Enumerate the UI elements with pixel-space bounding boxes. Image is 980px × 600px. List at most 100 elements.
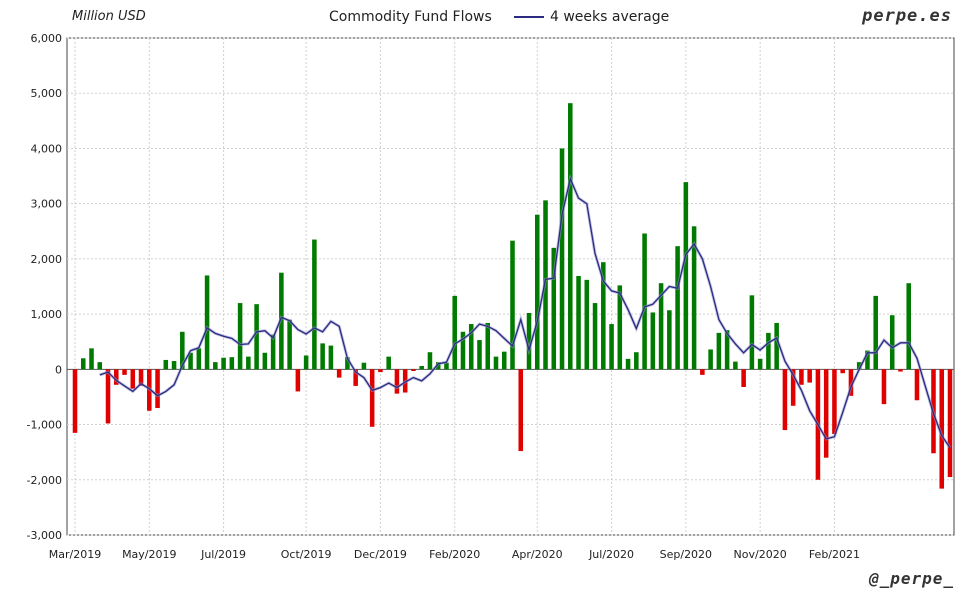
- fund-flow-bar: [650, 312, 656, 370]
- fund-flow-bar: [898, 369, 903, 372]
- y-tick-label: 0: [55, 363, 62, 376]
- fund-flow-bar: [213, 362, 218, 370]
- x-tick-label: Apr/2020: [512, 548, 563, 561]
- fund-flow-bar: [823, 369, 829, 458]
- fund-flow-bar: [114, 369, 119, 385]
- fund-flow-bar: [411, 369, 416, 371]
- y-tick-label: -1,000: [27, 419, 62, 432]
- y-tick-label: 6,000: [31, 32, 63, 45]
- legend: 4 weeks average: [514, 9, 669, 25]
- fund-flow-bar: [196, 348, 202, 370]
- fund-flow-bar: [749, 295, 755, 370]
- fund-flow-bar: [105, 369, 111, 424]
- fund-flow-bar: [386, 356, 391, 370]
- y-tick-label: 1,000: [31, 308, 63, 321]
- fund-flow-bar: [799, 369, 804, 385]
- fund-flow-bar: [204, 275, 210, 370]
- fund-flow-bar: [617, 285, 623, 370]
- average-line: [99, 176, 951, 449]
- fund-flow-bar: [287, 319, 292, 370]
- y-tick-label: 3,000: [31, 198, 63, 211]
- fund-flow-bar: [460, 331, 466, 370]
- fund-flow-bar: [485, 322, 491, 370]
- fund-flow-bar: [667, 310, 672, 370]
- fund-flow-bar: [708, 349, 713, 370]
- fund-flow-bar: [361, 362, 367, 370]
- y-tick-label: 4,000: [31, 142, 63, 155]
- fund-flow-bar: [171, 361, 177, 370]
- fund-flow-bar: [518, 369, 524, 452]
- fund-flow-bar: [848, 369, 854, 396]
- fund-flow-bar: [130, 369, 136, 389]
- brand-watermark: perpe.es: [862, 6, 952, 26]
- fund-flow-bar: [609, 324, 614, 370]
- fund-flow-bar: [345, 357, 350, 370]
- fund-flow-bar: [163, 359, 169, 370]
- x-tick-label: Mar/2019: [49, 548, 101, 561]
- fund-flow-bar: [782, 369, 788, 431]
- fund-flow-bar: [716, 332, 722, 370]
- fund-flow-bar: [270, 334, 276, 370]
- fund-flow-bar: [889, 315, 895, 370]
- fund-flow-bar: [320, 343, 325, 370]
- legend-label-average: 4 weeks average: [550, 9, 670, 25]
- social-handle: @_perpe_: [868, 569, 954, 588]
- y-axis-tick-labels: -3,000 -2,000 -1,000 0 1,000 2,000 3,000 4,000 5…: [27, 32, 62, 542]
- fund-flow-bar: [947, 369, 953, 478]
- fund-flow-bar: [741, 369, 746, 388]
- y-axis-unit-label: Million USD: [72, 9, 146, 24]
- fund-flow-bar: [188, 352, 193, 370]
- fund-flow-bar: [832, 369, 837, 434]
- fund-flow-bar: [262, 352, 268, 370]
- fund-flow-bar: [155, 369, 160, 408]
- fund-flow-bar: [790, 369, 796, 406]
- fund-flow-bar: [229, 357, 235, 370]
- x-tick-label: Oct/2019: [281, 548, 332, 561]
- fund-flow-bar: [328, 345, 334, 370]
- fund-flow-bar: [658, 283, 664, 370]
- fund-flow-bar: [551, 247, 557, 370]
- chart-title: Commodity Fund Flows: [329, 9, 492, 25]
- fund-flow-bar: [353, 369, 358, 386]
- fund-flow-bar: [559, 148, 565, 370]
- fund-flow-bar: [312, 239, 317, 370]
- fund-flow-bar: [724, 330, 730, 370]
- fund-flow-bar: [906, 283, 911, 370]
- y-tick-label: -3,000: [27, 529, 62, 542]
- x-tick-label: Sep/2020: [660, 548, 712, 561]
- fund-flow-bar: [221, 357, 226, 370]
- x-tick-label: Dec/2019: [354, 548, 407, 561]
- fund-flow-bar: [873, 295, 878, 370]
- fund-flow-bar: [592, 303, 598, 370]
- fund-flow-bar: [477, 340, 482, 370]
- fund-flow-bar: [452, 295, 457, 370]
- fund-flow-bar: [865, 350, 870, 370]
- fund-flow-bar: [444, 362, 449, 370]
- fund-flow-bar: [700, 369, 705, 375]
- fund-flow-bar: [254, 304, 259, 370]
- x-tick-label: Jul/2020: [588, 548, 634, 561]
- fund-flow-bar: [634, 352, 639, 370]
- fund-flow-bar: [336, 369, 342, 378]
- average-line-series: [99, 173, 952, 449]
- fund-flow-bar: [625, 358, 631, 370]
- fund-flow-bar: [856, 362, 862, 370]
- x-tick-label: May/2019: [122, 548, 176, 561]
- fund-flow-bar: [246, 356, 251, 370]
- fund-flow-bar: [378, 369, 383, 373]
- fund-flow-bar: [97, 362, 103, 370]
- x-axis-tick-labels: Mar/2019 May/2019 Jul/2019 Oct/2019 Dec/2019…: [49, 548, 860, 561]
- fund-flow-bar: [766, 332, 771, 370]
- fund-flow-bar: [122, 369, 127, 375]
- fund-flow-bar: [584, 279, 590, 370]
- fund-flow-bar: [840, 369, 845, 374]
- fund-flow-bar: [568, 103, 573, 370]
- y-tick-label: 2,000: [31, 253, 63, 266]
- fund-flow-bar: [419, 366, 424, 370]
- fund-flow-bar: [757, 358, 763, 370]
- fund-flow-bar: [468, 324, 474, 370]
- x-tick-label: Jul/2019: [200, 548, 246, 561]
- fund-flow-bar: [733, 361, 738, 370]
- fund-flow-bar: [138, 369, 144, 386]
